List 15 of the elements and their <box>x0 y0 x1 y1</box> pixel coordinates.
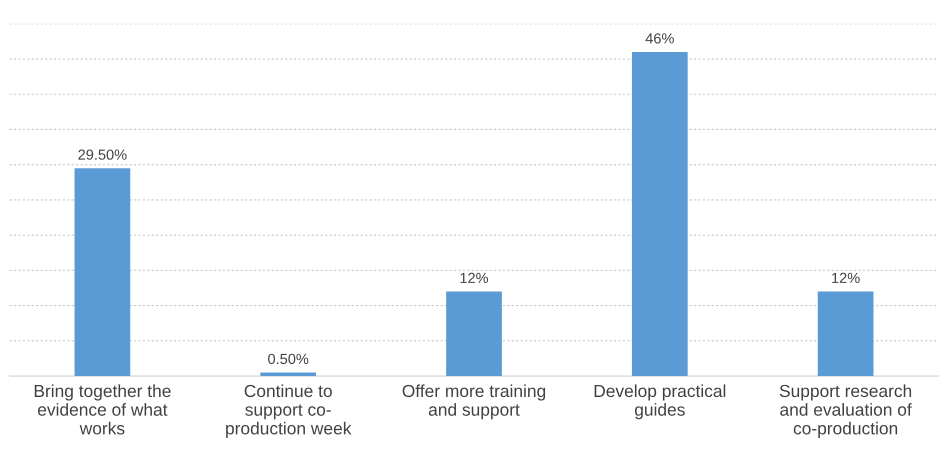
bar <box>818 292 874 376</box>
data-label: 12% <box>460 272 488 284</box>
x-tick-label: Bring together the evidence of what works <box>34 384 171 435</box>
x-tick-label: Continue to support co- production week <box>226 384 352 438</box>
data-label: 12% <box>832 272 860 284</box>
x-tick-label: Develop practical guides <box>594 384 726 420</box>
data-label: 46% <box>646 33 674 44</box>
bar <box>632 52 688 376</box>
bar <box>446 292 502 376</box>
data-label: 0.50% <box>268 354 308 364</box>
bar <box>74 168 130 376</box>
x-tick-label: Support research and evaluation of co-production <box>780 384 912 438</box>
bar <box>260 372 316 376</box>
x-tick-label: Offer more training and support <box>402 384 546 420</box>
data-label: 29.50% <box>78 149 127 160</box>
